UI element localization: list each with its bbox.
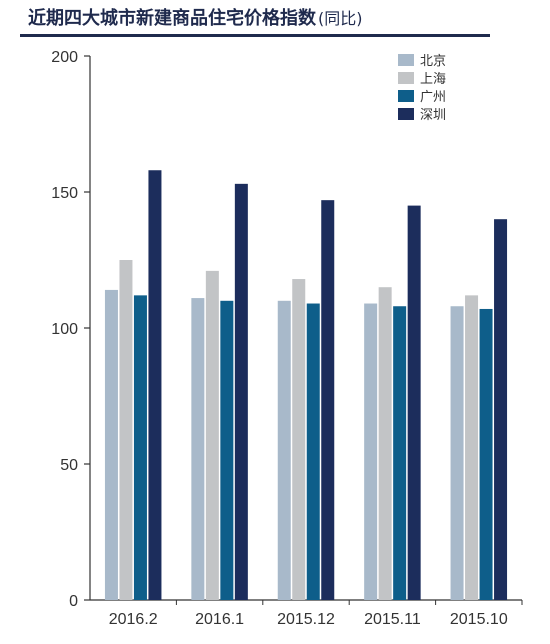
y-tick-label: 0 xyxy=(69,593,78,610)
bar-北京-2015.11 xyxy=(364,303,378,600)
bar-上海-2015.11 xyxy=(378,287,392,600)
chart-axes: 0 50 100 150 200 2016.2 2016.1 2015.12 2015.11 20… xyxy=(51,49,523,628)
legend-swatch-上海 xyxy=(398,72,414,84)
bar-广州-2016.1 xyxy=(220,300,234,600)
title-underline xyxy=(20,34,490,37)
y-tick-label: 200 xyxy=(51,49,78,66)
bar-北京-2016.2 xyxy=(104,289,118,600)
legend-label: 深圳 xyxy=(420,108,446,123)
legend-label: 北京 xyxy=(420,54,446,69)
bar-上海-2016.2 xyxy=(119,260,133,600)
y-tick-label: 50 xyxy=(60,457,78,474)
chart-bars xyxy=(104,170,508,601)
bar-广州-2015.11 xyxy=(393,306,407,600)
y-tick-label: 150 xyxy=(51,185,78,202)
chart-title-main: 近期四大城市新建商品住宅价格指数 xyxy=(28,8,316,29)
bar-深圳-2016.1 xyxy=(234,183,248,600)
bar-上海-2016.1 xyxy=(205,270,219,600)
legend-label: 广州 xyxy=(420,90,446,105)
bar-广州-2016.2 xyxy=(133,295,147,600)
bar-深圳-2015.10 xyxy=(494,219,508,600)
x-tick-label: 2016.1 xyxy=(195,611,244,628)
bar-深圳-2015.12 xyxy=(321,200,335,600)
bar-深圳-2015.11 xyxy=(407,205,421,600)
bar-上海-2015.10 xyxy=(465,295,479,600)
bar-北京-2016.1 xyxy=(191,298,205,600)
bar-广州-2015.10 xyxy=(479,308,493,600)
x-tick-label: 2015.12 xyxy=(277,611,335,628)
bar-北京-2015.10 xyxy=(450,306,464,600)
y-tick-label: 100 xyxy=(51,321,78,338)
x-tick-label: 2015.11 xyxy=(364,611,421,628)
legend-swatch-深圳 xyxy=(398,108,414,120)
chart-title: 近期四大城市新建商品住宅价格指数 (同比) xyxy=(28,4,363,34)
legend-label: 上海 xyxy=(420,72,446,87)
bar-上海-2015.12 xyxy=(292,279,306,600)
legend-swatch-广州 xyxy=(398,90,414,102)
bar-北京-2015.12 xyxy=(277,300,291,600)
chart-title-sub: (同比) xyxy=(318,9,363,28)
x-tick-label: 2015.10 xyxy=(450,611,508,628)
x-tick-label: 2016.2 xyxy=(109,611,158,628)
bar-深圳-2016.2 xyxy=(148,170,162,601)
bar-广州-2015.12 xyxy=(306,303,320,600)
legend-swatch-北京 xyxy=(398,54,414,66)
